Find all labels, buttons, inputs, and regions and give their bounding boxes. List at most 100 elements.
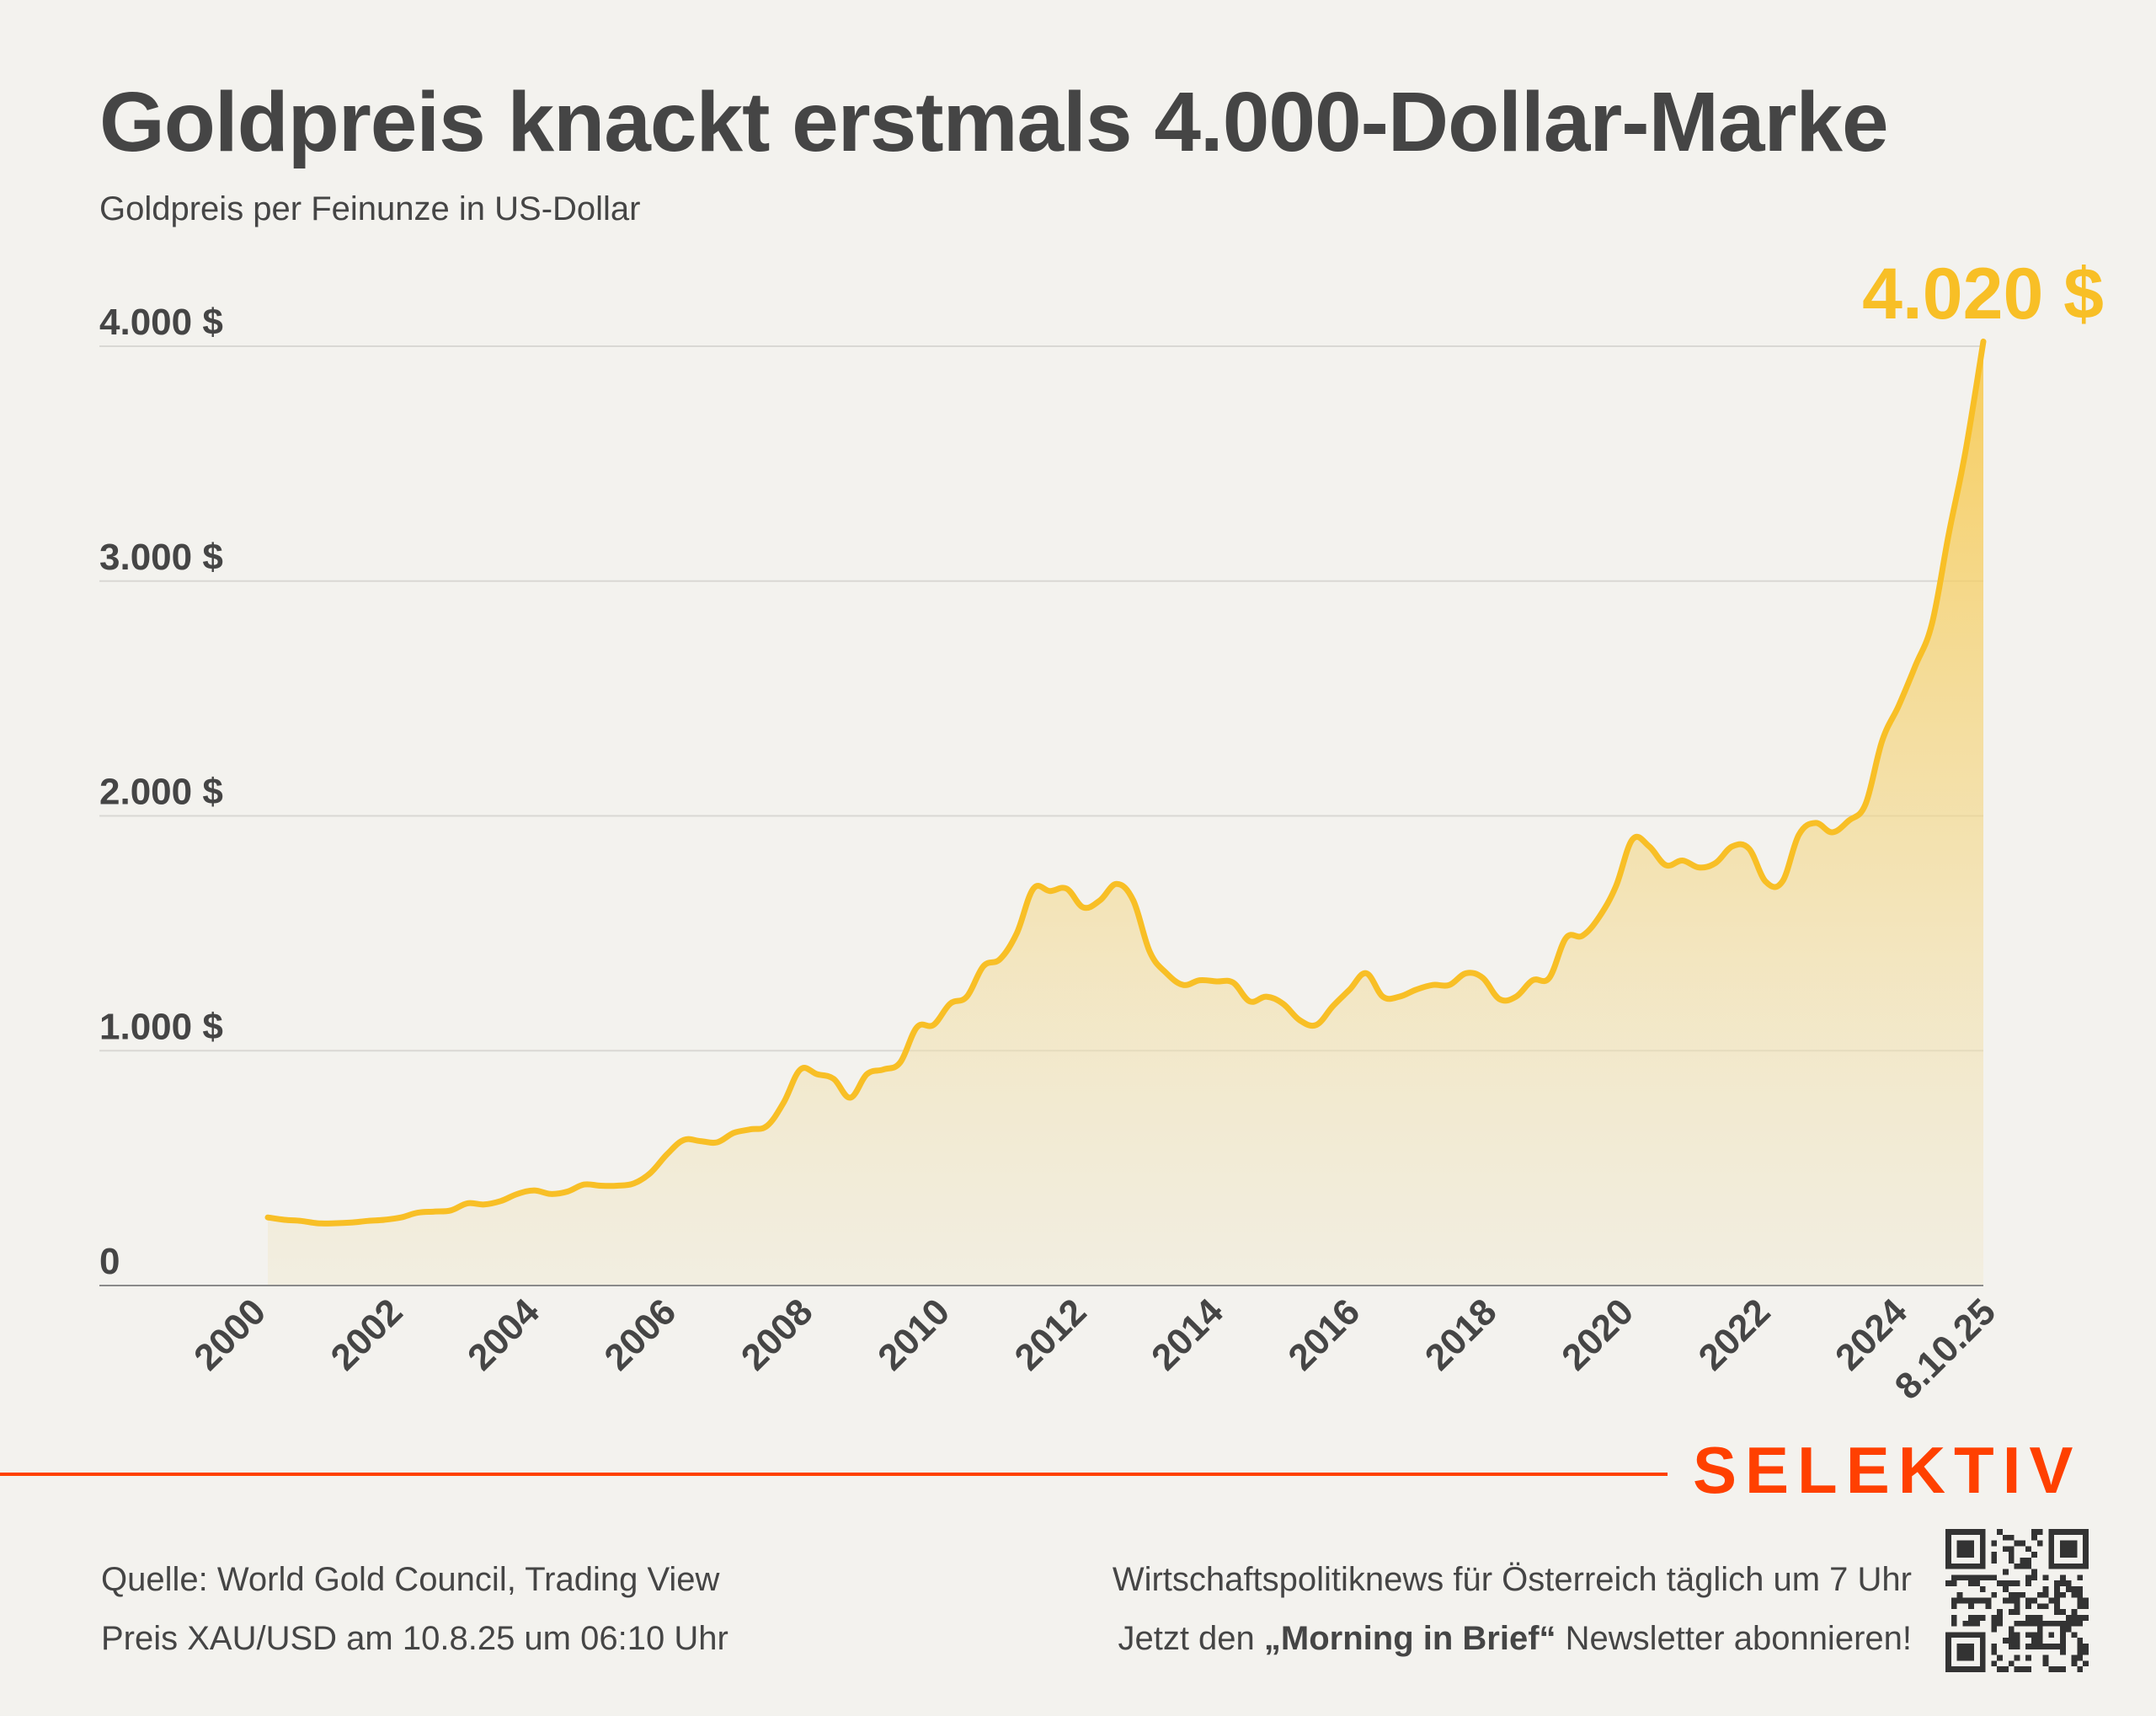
x-tick-label: 2010 (870, 1291, 958, 1378)
data-point (398, 1215, 403, 1220)
data-point (1147, 949, 1152, 954)
data-point (382, 1217, 387, 1222)
data-point (432, 1209, 437, 1214)
brand-logo: SELEKTIV (1693, 1433, 2082, 1507)
data-point (1614, 884, 1619, 889)
data-point (1963, 449, 1968, 454)
data-point (1913, 663, 1918, 668)
data-point (615, 1184, 620, 1189)
data-point (1214, 979, 1219, 984)
data-point (1380, 994, 1385, 999)
data-point (1530, 978, 1535, 983)
data-point (681, 1137, 686, 1142)
data-point (1796, 832, 1801, 837)
x-axis-labels: 2000 2002 2004 2006 2008 2010 2012 2014 2016 2018… (186, 1291, 2004, 1408)
y-axis-labels: 0 1.000 $ 2.000 $ 3.000 $ 4.000 $ (99, 302, 223, 1282)
data-point (1264, 994, 1269, 999)
source-block: Quelle: World Gold Council, Trading View… (101, 1550, 728, 1668)
data-point (731, 1131, 736, 1136)
data-point (1247, 999, 1252, 1004)
data-point (1481, 976, 1486, 981)
data-point (1730, 844, 1735, 849)
data-point (632, 1181, 637, 1186)
data-point (748, 1127, 753, 1132)
data-point (1697, 865, 1702, 870)
data-point (1447, 982, 1452, 987)
newsletter-name[interactable]: „Morning in Brief“ (1263, 1620, 1556, 1657)
data-point (582, 1182, 587, 1187)
data-point (499, 1199, 504, 1204)
y-tick-label: 3.000 $ (99, 537, 223, 578)
data-point (782, 1100, 787, 1105)
data-point (1198, 978, 1203, 983)
data-point (265, 1215, 270, 1220)
data-point (1630, 837, 1635, 842)
data-point (831, 1077, 836, 1082)
data-point (765, 1124, 770, 1129)
data-point (1646, 844, 1652, 849)
x-tick-label: 2018 (1417, 1291, 1505, 1378)
data-point (1497, 997, 1502, 1002)
data-point (482, 1202, 487, 1207)
data-point (981, 964, 986, 969)
data-point (1981, 339, 1986, 344)
data-point (415, 1211, 420, 1216)
gold-price-chart: 01.000 $2.000 $3.000 $4.000 $ 2000 2002 20… (99, 254, 2104, 1408)
data-point (1780, 879, 1785, 885)
data-point (282, 1217, 287, 1222)
qr-code-icon[interactable] (1945, 1529, 2089, 1672)
data-point (1663, 863, 1668, 868)
data-point (1830, 830, 1835, 835)
data-point (664, 1152, 670, 1157)
data-point (1897, 703, 1902, 708)
x-tick-label: 2002 (323, 1291, 411, 1378)
data-point (1597, 914, 1602, 919)
data-point (1014, 931, 1019, 936)
x-tick-label: 2008 (734, 1291, 821, 1378)
x-tick-label: 2014 (1144, 1291, 1231, 1378)
price-timestamp: Preis XAU/USD am 10.8.25 um 06:10 Uhr (101, 1620, 728, 1657)
data-point (798, 1067, 803, 1072)
data-point (1348, 987, 1353, 992)
data-point (1164, 970, 1169, 976)
data-point (299, 1218, 304, 1223)
data-point (1430, 982, 1435, 987)
data-point (998, 957, 1003, 962)
data-point (864, 1072, 869, 1077)
data-point (1114, 881, 1119, 886)
promo-prefix: Jetzt den (1118, 1620, 1264, 1657)
data-point (814, 1072, 819, 1077)
y-tick-label: 4.000 $ (99, 302, 223, 343)
promo-line-1: Wirtschaftspolitiknews für Österreich tä… (1112, 1561, 1912, 1598)
x-tick-label: 8.10.25 (1887, 1291, 2004, 1407)
data-point (698, 1139, 703, 1144)
data-point (531, 1188, 536, 1193)
data-point (315, 1221, 320, 1226)
x-tick-label: 2000 (186, 1291, 274, 1378)
y-tick-label: 0 (99, 1241, 120, 1282)
data-point (648, 1170, 654, 1175)
data-point (515, 1191, 520, 1196)
footer-divider (0, 1473, 1668, 1476)
data-point (1813, 821, 1818, 826)
data-point (1280, 1002, 1285, 1007)
data-point (1764, 879, 1769, 885)
data-point (1946, 532, 1951, 537)
data-point (1031, 886, 1036, 891)
data-point (947, 1002, 953, 1007)
data-point (1929, 621, 1935, 626)
data-point (964, 994, 969, 999)
chart-subtitle: Goldpreis per Feinunze in US-Dollar (99, 190, 641, 227)
promo-line-2[interactable]: Jetzt den „Morning in Brief“ Newsletter … (1113, 1609, 1912, 1668)
data-point (1065, 886, 1070, 891)
data-point (565, 1189, 570, 1195)
data-point (1181, 982, 1186, 987)
data-point (1331, 1003, 1336, 1008)
data-point (1863, 802, 1868, 807)
data-point (1713, 860, 1718, 865)
data-point (1580, 933, 1585, 938)
data-point (1297, 1018, 1302, 1023)
data-point (1547, 976, 1552, 981)
price-line (264, 338, 1987, 1227)
data-point (1880, 738, 1885, 743)
